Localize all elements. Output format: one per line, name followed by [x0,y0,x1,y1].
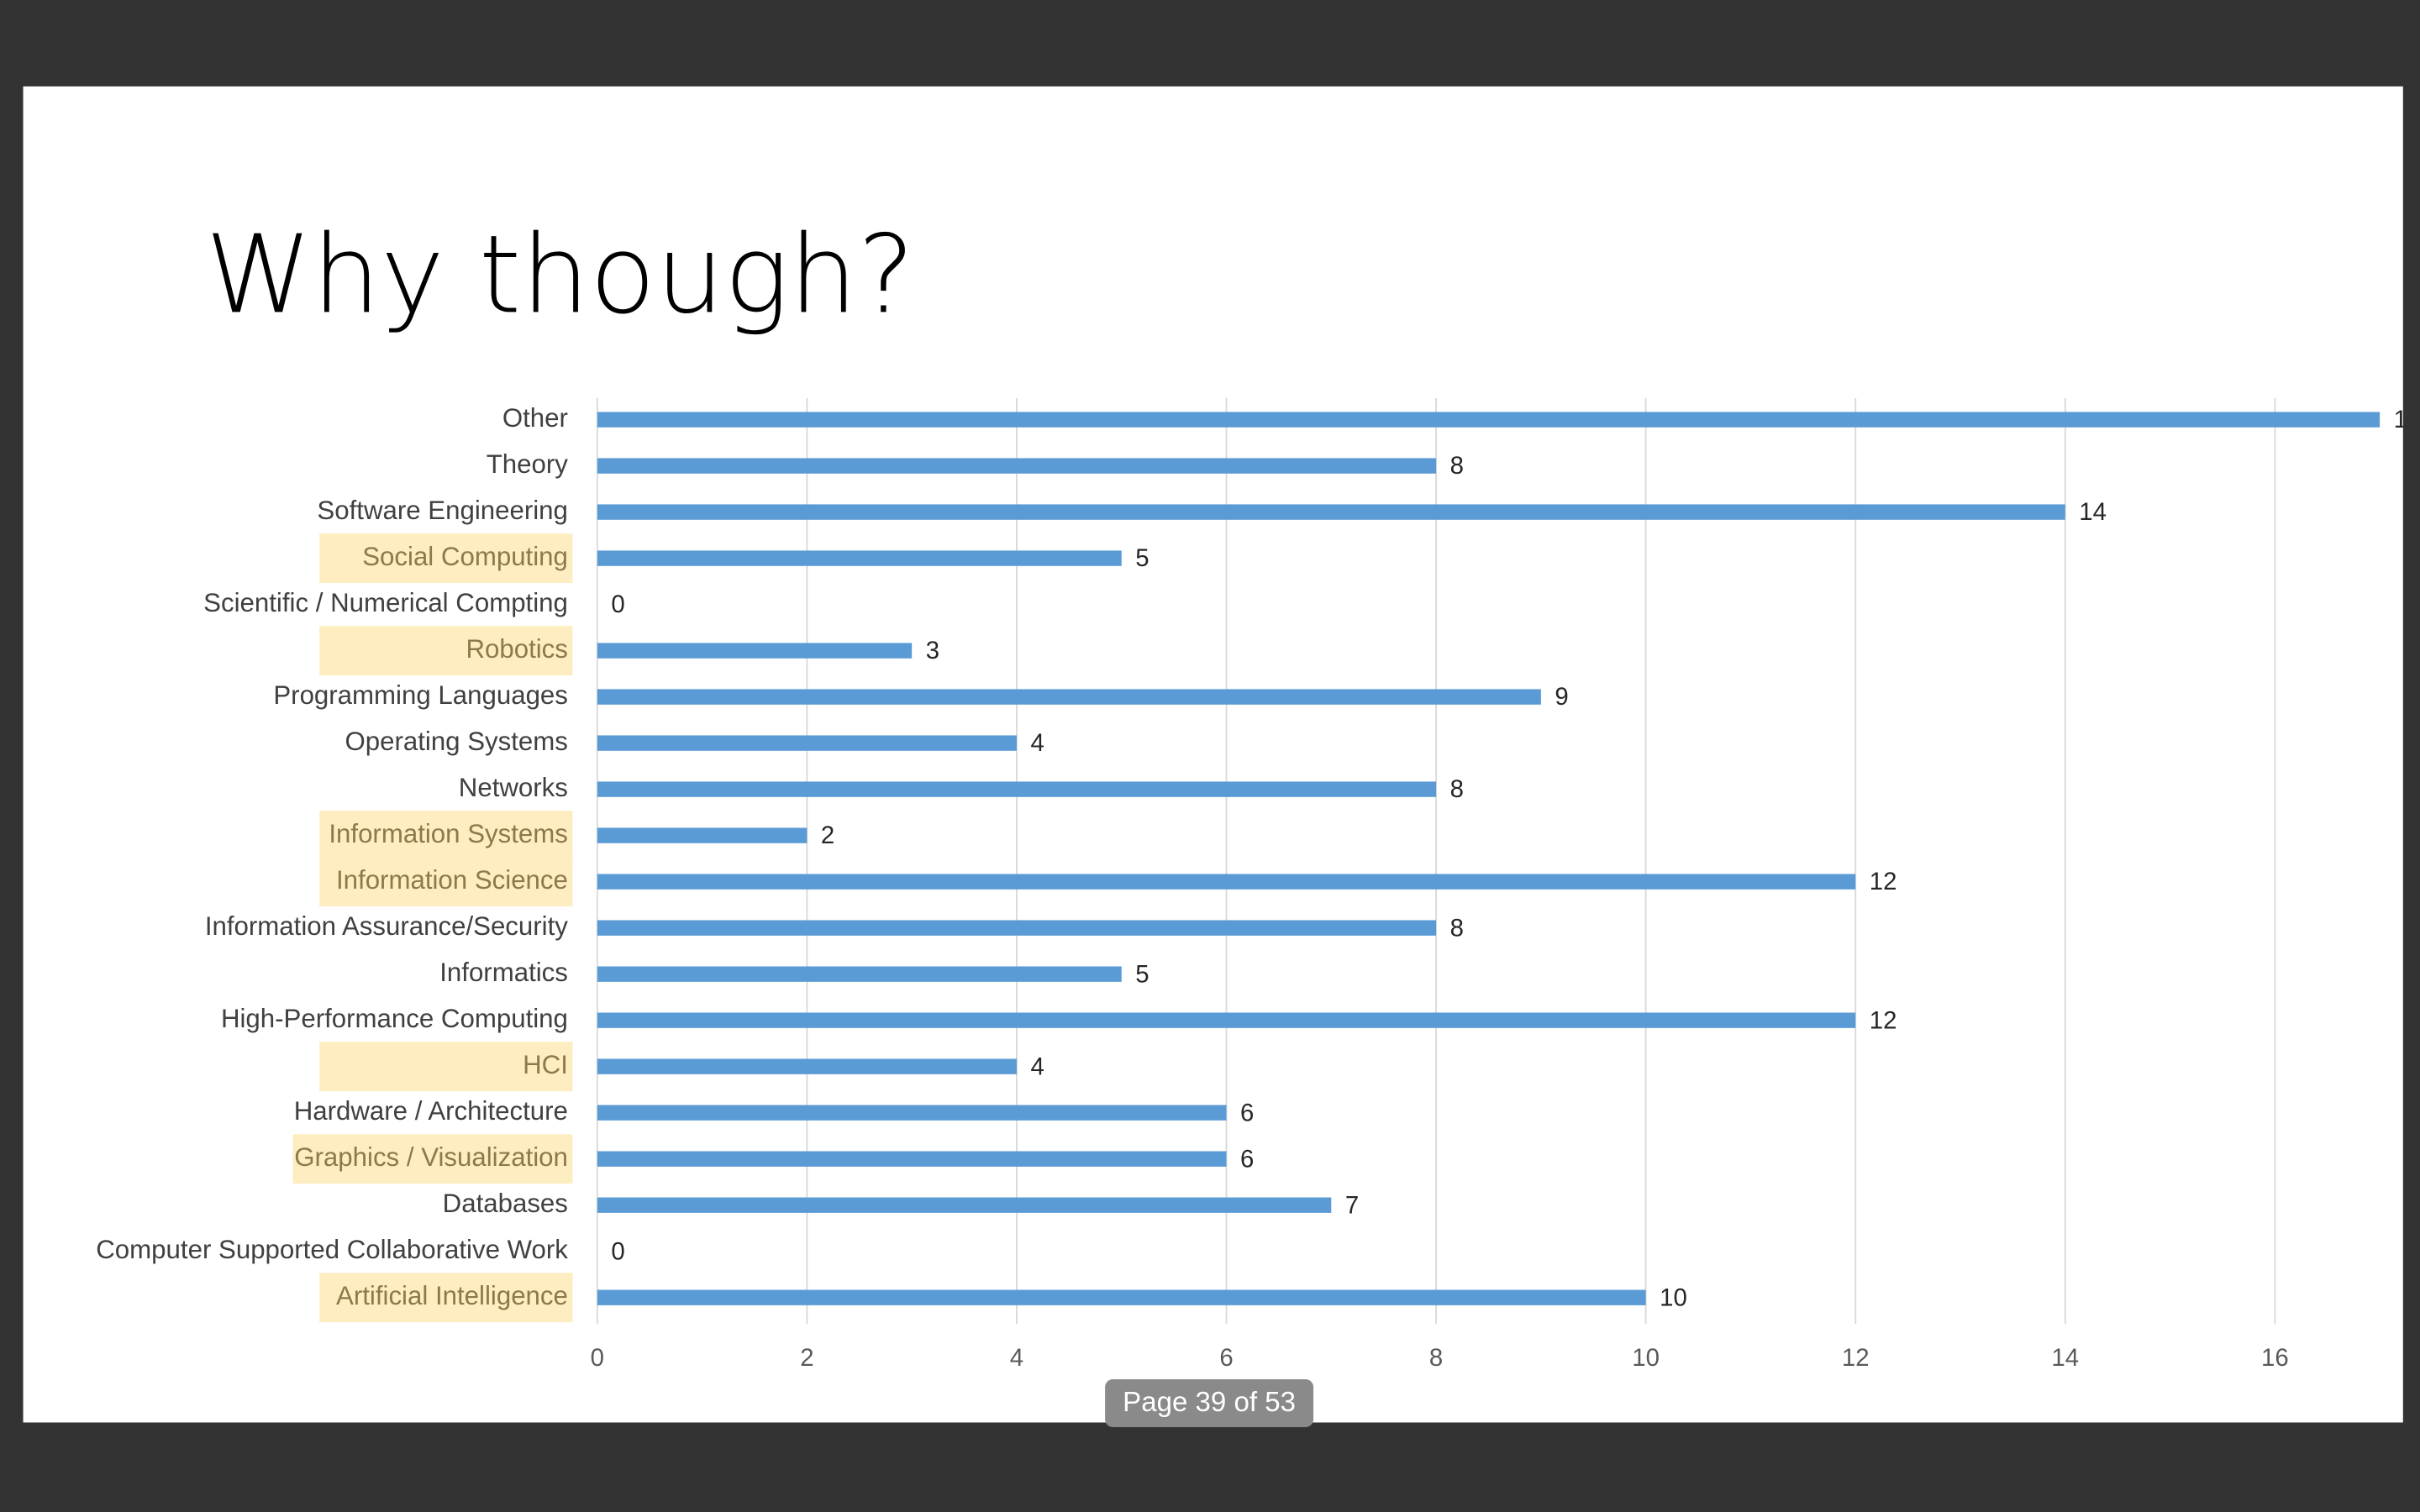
y-tick-label: Other [502,403,568,433]
bar [597,920,1437,936]
page-indicator-bg [1105,1379,1314,1427]
chart: 17 8 14 5 0 3 9 4 8 2 12 8 5 12 4 6 6 7 0 10 [596,397,2420,1324]
x-tick-label: 0 [591,1344,604,1372]
bar [597,1197,1332,1213]
value-label: 4 [1030,729,1044,757]
value-label: 6 [1240,1099,1254,1126]
value-label: 8 [1450,914,1464,942]
value-label: 6 [1240,1145,1254,1173]
x-tick-label: 4 [1010,1344,1023,1372]
y-tick-label: Programming Languages [273,680,568,710]
x-tick-label: 8 [1429,1344,1443,1372]
y-tick-label: Graphics / Visualization [294,1142,568,1172]
category-highlight [319,1042,573,1092]
value-label: 5 [1135,960,1149,988]
bar [597,1105,1227,1121]
value-label: 0 [611,591,624,618]
y-tick-label: Databases [443,1189,568,1218]
y-tick-label: Software Engineering [317,496,568,525]
y-tick-label: Scientific / Numerical Compting [203,588,568,617]
value-label: 9 [1555,683,1568,711]
bar [597,550,1122,566]
bar [597,412,2381,428]
category-highlight [319,811,573,861]
slide-title: Why though? [205,213,914,338]
bar [597,966,1122,982]
category-highlight [292,1134,573,1184]
value-label: 17 [2394,406,2420,433]
bar [597,781,1437,797]
bar [597,458,1437,474]
page-indicator: Page 39 of 53 [1123,1387,1296,1418]
x-tick-label: 2 [800,1344,813,1372]
value-label: 7 [1345,1191,1359,1219]
y-tick-label: Theory [487,449,569,479]
y-tick-label: Social Computing [362,542,568,571]
bar [597,1151,1227,1167]
bar [597,1289,1646,1305]
bar [597,1058,1017,1074]
y-tick-label: Robotics [466,634,567,664]
category-highlight [319,626,573,676]
y-tick-label: Artificial Intelligence [336,1281,568,1310]
bar [597,1012,1856,1028]
category-highlight [319,1273,573,1323]
value-label: 8 [1450,452,1464,480]
x-tick-label: 14 [2051,1344,2079,1372]
category-highlight [319,857,573,907]
category-highlight [319,533,573,583]
value-label: 12 [1870,1006,1897,1034]
value-label: 2 [821,822,834,849]
x-tick-label: 16 [2261,1344,2289,1372]
value-label: 5 [1135,544,1149,572]
y-tick-label: Information Systems [329,819,568,848]
value-label: 12 [1870,868,1897,895]
value-label: 14 [2079,498,2107,526]
x-tick-label: 12 [1842,1344,1870,1372]
y-tick-label: Information Assurance/Security [205,911,568,941]
x-tick-label: 6 [1219,1344,1233,1372]
y-tick-label: High-Performance Computing [221,1004,568,1033]
value-label: 8 [1450,775,1464,803]
y-tick-label: Informatics [439,958,568,987]
bar [597,827,808,843]
highlights [292,533,573,1323]
y-tick-label: Hardware / Architecture [294,1096,568,1126]
y-tick-label: HCI [523,1050,568,1079]
y-tick-label: Networks [459,773,568,802]
x-tick-label: 10 [1632,1344,1660,1372]
value-label: 4 [1030,1053,1044,1080]
value-label: 3 [926,637,939,664]
bar [597,689,1541,705]
value-label: 0 [611,1237,624,1265]
y-tick-label: Computer Supported Collaborative Work [96,1235,568,1264]
category-labels: Other Theory Software Engineering Social Co… [96,403,568,1310]
bar [597,735,1017,751]
bar [597,643,913,659]
y-tick-label: Information Science [336,865,568,895]
value-label: 10 [1660,1284,1687,1311]
bar [597,874,1856,890]
y-tick-label: Operating Systems [345,727,567,756]
bar [597,504,2065,520]
